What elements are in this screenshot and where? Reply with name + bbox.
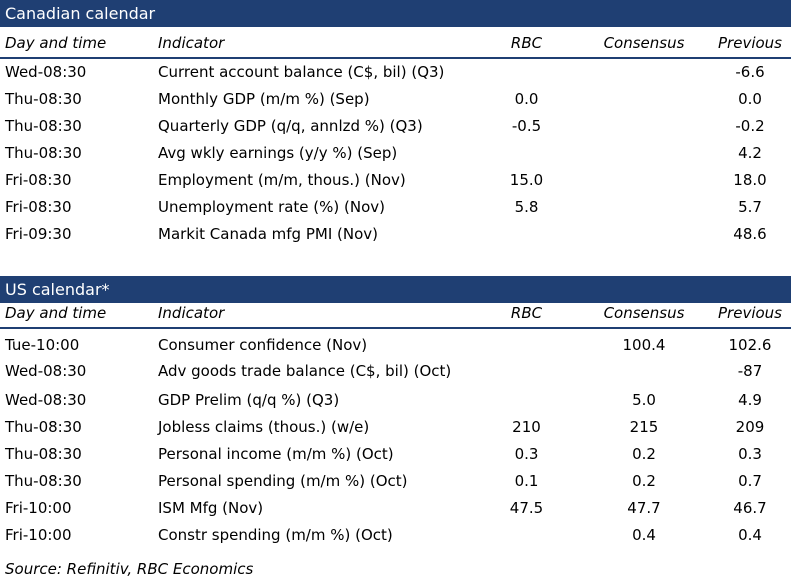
rbc-cell: 0.1	[514, 472, 539, 490]
header-consensus: Consensus	[603, 34, 685, 52]
consensus-cell: 100.4	[622, 336, 666, 354]
table-row: Fri-10:00 ISM Mfg (Nov) 47.5 47.7 46.7	[0, 495, 791, 522]
canadian-header-rule	[0, 57, 791, 59]
rbc-cell: 0.0	[514, 90, 539, 108]
previous-cell: 48.6	[733, 225, 767, 243]
canadian-header-row: Day and time Indicator RBC Consensus Pre…	[0, 30, 791, 57]
table-row: Thu-08:30 Avg wkly earnings (y/y %) (Sep…	[0, 140, 791, 167]
day-time-cell: Thu-08:30	[5, 117, 82, 135]
table-row: Fri-10:00 Constr spending (m/m %) (Oct) …	[0, 522, 791, 549]
indicator-cell: Personal spending (m/m %) (Oct)	[158, 472, 408, 490]
indicator-cell: Markit Canada mfg PMI (Nov)	[158, 225, 378, 243]
rbc-cell: 47.5	[509, 499, 544, 517]
indicator-cell: Employment (m/m, thous.) (Nov)	[158, 171, 406, 189]
header-consensus: Consensus	[603, 304, 685, 322]
consensus-cell: 47.7	[627, 499, 661, 517]
previous-cell: 4.2	[738, 144, 762, 162]
indicator-cell: Monthly GDP (m/m %) (Sep)	[158, 90, 370, 108]
previous-cell: -6.6	[735, 63, 765, 81]
rbc-cell: 210	[512, 418, 541, 436]
indicator-cell: Unemployment rate (%) (Nov)	[158, 198, 386, 216]
us-header-rule	[0, 327, 791, 329]
previous-cell: 0.3	[738, 445, 762, 463]
previous-cell: 0.7	[738, 472, 762, 490]
previous-cell: 0.4	[738, 526, 762, 544]
indicator-cell: Constr spending (m/m %) (Oct)	[158, 526, 393, 544]
table-row: Thu-08:30 Personal income (m/m %) (Oct) …	[0, 441, 791, 468]
previous-cell: 5.7	[738, 198, 762, 216]
previous-cell: 102.6	[728, 336, 772, 354]
rbc-cell: 15.0	[509, 171, 544, 189]
header-day-time: Day and time	[5, 34, 107, 52]
day-time-cell: Thu-08:30	[5, 90, 82, 108]
indicator-cell: Jobless claims (thous.) (w/e)	[158, 418, 370, 436]
source-note: Source: Refinitiv, RBC Economics	[5, 560, 254, 578]
day-time-cell: Thu-08:30	[5, 445, 82, 463]
previous-cell: -87	[737, 362, 763, 380]
rbc-cell: 5.8	[514, 198, 539, 216]
day-time-cell: Fri-08:30	[5, 198, 72, 216]
indicator-cell: Quarterly GDP (q/q, annlzd %) (Q3)	[158, 117, 423, 135]
table-row: Thu-08:30 Personal spending (m/m %) (Oct…	[0, 468, 791, 495]
header-indicator: Indicator	[158, 304, 225, 322]
table-row: Wed-08:30 GDP Prelim (q/q %) (Q3) 5.0 4.…	[0, 387, 791, 414]
table-row: Tue-10:00 Consumer confidence (Nov) 100.…	[0, 332, 791, 359]
canadian-calendar-title: Canadian calendar	[0, 0, 791, 27]
day-time-cell: Wed-08:30	[5, 362, 87, 380]
previous-cell: 209	[735, 418, 765, 436]
table-row: Thu-08:30 Monthly GDP (m/m %) (Sep) 0.0 …	[0, 86, 791, 113]
table-row: Thu-08:30 Quarterly GDP (q/q, annlzd %) …	[0, 113, 791, 140]
indicator-cell: Consumer confidence (Nov)	[158, 336, 368, 354]
day-time-cell: Thu-08:30	[5, 144, 82, 162]
day-time-cell: Wed-08:30	[5, 391, 87, 409]
table-row: Wed-08:30 Adv goods trade balance (C$, b…	[0, 358, 791, 385]
header-rbc: RBC	[510, 304, 543, 322]
day-time-cell: Thu-08:30	[5, 418, 82, 436]
day-time-cell: Fri-10:00	[5, 526, 72, 544]
header-rbc: RBC	[510, 34, 543, 52]
consensus-cell: 5.0	[632, 391, 656, 409]
consensus-cell: 0.2	[632, 445, 656, 463]
indicator-cell: ISM Mfg (Nov)	[158, 499, 264, 517]
header-previous: Previous	[718, 304, 782, 322]
rbc-cell: -0.5	[511, 117, 542, 135]
us-header-row: Day and time Indicator RBC Consensus Pre…	[0, 300, 791, 327]
previous-cell: 0.0	[738, 90, 762, 108]
day-time-cell: Tue-10:00	[5, 336, 80, 354]
table-row: Thu-08:30 Jobless claims (thous.) (w/e) …	[0, 414, 791, 441]
previous-cell: 18.0	[733, 171, 767, 189]
table-row: Fri-08:30 Unemployment rate (%) (Nov) 5.…	[0, 194, 791, 221]
indicator-cell: Avg wkly earnings (y/y %) (Sep)	[158, 144, 398, 162]
header-day-time: Day and time	[5, 304, 107, 322]
us-calendar-title: US calendar*	[0, 276, 791, 303]
table-row: Fri-08:30 Employment (m/m, thous.) (Nov)…	[0, 167, 791, 194]
indicator-cell: GDP Prelim (q/q %) (Q3)	[158, 391, 340, 409]
consensus-cell: 215	[629, 418, 659, 436]
indicator-cell: Current account balance (C$, bil) (Q3)	[158, 63, 445, 81]
previous-cell: 4.9	[738, 391, 762, 409]
header-previous: Previous	[718, 34, 782, 52]
consensus-cell: 0.4	[632, 526, 656, 544]
indicator-cell: Adv goods trade balance (C$, bil) (Oct)	[158, 362, 452, 380]
day-time-cell: Thu-08:30	[5, 472, 82, 490]
rbc-cell: 0.3	[514, 445, 539, 463]
consensus-cell: 0.2	[632, 472, 656, 490]
header-indicator: Indicator	[158, 34, 225, 52]
previous-cell: 46.7	[733, 499, 767, 517]
day-time-cell: Fri-08:30	[5, 171, 72, 189]
previous-cell: -0.2	[735, 117, 765, 135]
day-time-cell: Wed-08:30	[5, 63, 87, 81]
day-time-cell: Fri-10:00	[5, 499, 72, 517]
table-row: Fri-09:30 Markit Canada mfg PMI (Nov) 48…	[0, 221, 791, 248]
day-time-cell: Fri-09:30	[5, 225, 72, 243]
indicator-cell: Personal income (m/m %) (Oct)	[158, 445, 394, 463]
table-row: Wed-08:30 Current account balance (C$, b…	[0, 59, 791, 86]
